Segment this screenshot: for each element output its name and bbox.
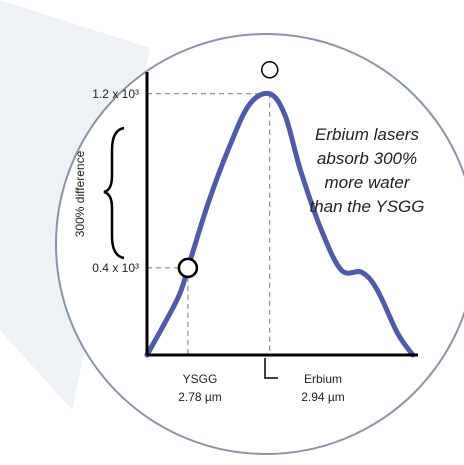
- x-tick-label-erbium-value: 2.94 µm: [301, 390, 345, 404]
- y-tick-label-1: 1.2 x 10³: [92, 87, 139, 101]
- ysgg-point-marker: [177, 257, 199, 279]
- x-tick-ysgg: YSGG 2.78 µm: [178, 372, 222, 404]
- annotation-line-1: Erbium lasers: [315, 125, 419, 144]
- x-tick-label-ysgg-value: 2.78 µm: [178, 390, 222, 404]
- annotation: Erbium lasers absorb 300% more water tha…: [310, 125, 425, 216]
- annotation-line-3: more water: [324, 173, 410, 192]
- erbium-leader-line: [264, 358, 278, 379]
- brace-label: 300% difference: [73, 150, 87, 237]
- erbium-peak-marker: [260, 61, 279, 79]
- x-tick-erbium: Erbium 2.94 µm: [264, 358, 345, 404]
- x-tick-label-erbium-name: Erbium: [304, 372, 342, 386]
- y-tick-labels: 0.4 x 10³ 1.2 x 10³: [92, 87, 139, 275]
- point-markers: [177, 61, 279, 279]
- lens-circle: [55, 33, 464, 455]
- absorption-curve: [144, 90, 416, 358]
- y-tick-label-0: 0.4 x 10³: [92, 261, 139, 275]
- annotation-line-4: than the YSGG: [310, 197, 425, 216]
- difference-brace: [103, 126, 125, 260]
- x-tick-label-ysgg-name: YSGG: [183, 372, 218, 386]
- axes: [145, 72, 418, 357]
- annotation-line-2: absorb 300%: [317, 149, 417, 168]
- guide-lines: [147, 93, 271, 355]
